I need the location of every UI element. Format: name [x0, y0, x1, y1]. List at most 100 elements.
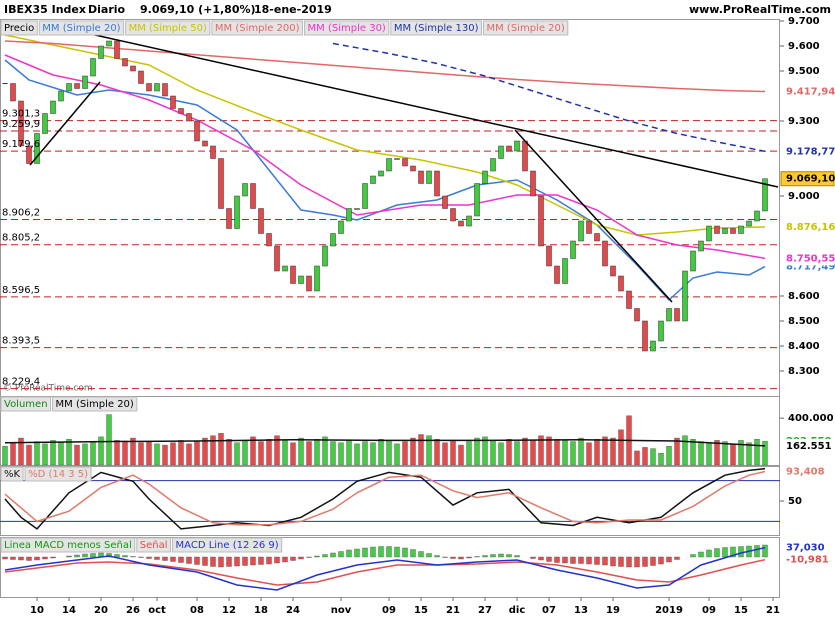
candle — [130, 65, 136, 72]
bar — [130, 437, 136, 466]
line — [4, 558, 766, 586]
line — [4, 34, 766, 236]
histogram-bar — [762, 544, 768, 558]
site: www.ProRealTime.com — [689, 3, 831, 16]
bar — [322, 436, 328, 466]
candle — [618, 275, 624, 292]
x-tick-label: 08 — [190, 605, 204, 616]
bar — [602, 436, 608, 466]
x-tick-label: oct — [148, 605, 166, 616]
legend-bg — [483, 20, 569, 36]
bar — [338, 442, 344, 466]
y-tick-label: 9.600 — [788, 41, 820, 52]
histogram-bar — [738, 546, 744, 558]
candle — [154, 83, 160, 92]
legend-bg — [304, 20, 390, 36]
histogram-bar — [410, 549, 416, 558]
candle — [442, 195, 448, 209]
histogram-bar — [386, 546, 392, 558]
candle — [538, 195, 544, 247]
x-tick-label: 2019 — [655, 605, 683, 616]
candle — [290, 265, 296, 284]
histogram-bar — [82, 553, 88, 558]
candle — [162, 83, 168, 97]
bar — [58, 442, 64, 466]
candle — [626, 290, 632, 309]
candle — [234, 195, 240, 229]
histogram-bar — [722, 547, 728, 558]
x-tick-label: 09 — [382, 605, 396, 616]
candle — [194, 120, 200, 142]
volume-panel — [0, 396, 780, 466]
candle — [682, 270, 688, 322]
bar — [522, 437, 528, 466]
content — [0, 20, 784, 601]
legend-bg — [0, 396, 52, 412]
candle — [98, 45, 104, 59]
histogram-bar — [362, 547, 368, 558]
x-tick-label: 13 — [574, 605, 588, 616]
bar — [466, 441, 472, 466]
histogram-bar — [674, 556, 680, 560]
candle — [82, 75, 88, 89]
bar — [90, 441, 96, 466]
bar — [642, 447, 648, 466]
level-label: 8.906,2 — [2, 207, 40, 218]
candle — [706, 225, 712, 242]
histogram-bar — [138, 556, 144, 558]
legend-bg — [172, 537, 283, 553]
line — [332, 42, 766, 153]
line — [4, 546, 766, 591]
bar — [658, 453, 664, 466]
bar — [162, 444, 168, 466]
bar — [298, 437, 304, 466]
bar — [194, 441, 200, 466]
candle — [18, 100, 24, 147]
value-label: 9.178,77 — [786, 146, 835, 157]
trend-line — [29, 81, 101, 166]
histogram-bar — [586, 556, 592, 565]
histogram-bar — [354, 548, 360, 558]
candle — [450, 208, 456, 222]
trend-lines — [29, 34, 779, 303]
value-box — [781, 540, 834, 555]
level-label: 8.393,5 — [2, 336, 40, 347]
histogram-bar — [530, 556, 536, 559]
histogram-bar — [306, 556, 312, 558]
legend-entry: MM (Simple 50) — [129, 23, 207, 34]
candle — [322, 245, 328, 267]
histogram-bar — [170, 556, 176, 562]
bar — [586, 442, 592, 466]
candle — [738, 225, 744, 234]
bar — [346, 440, 352, 466]
level-label: 8.805,2 — [2, 233, 40, 244]
candle — [338, 220, 344, 234]
candle — [74, 83, 80, 89]
histogram-bar — [330, 552, 336, 558]
histogram-bar — [730, 546, 736, 558]
histogram-bar — [378, 546, 384, 558]
candle — [50, 100, 56, 114]
bar — [226, 439, 232, 466]
histogram-bar — [626, 556, 632, 568]
bar — [730, 443, 736, 466]
histogram-bar — [178, 556, 184, 563]
histogram-bar — [442, 556, 448, 558]
value-box — [781, 84, 834, 99]
bar — [290, 442, 296, 466]
candle — [370, 175, 376, 184]
x-tick-label: 14 — [62, 605, 76, 616]
legend-bg — [0, 537, 136, 553]
histogram-bar — [226, 556, 232, 567]
value-box — [781, 552, 834, 567]
bar — [698, 441, 704, 466]
candle — [378, 170, 384, 177]
legend-entry: MM (Simple 20) — [56, 399, 134, 410]
bar — [682, 435, 688, 466]
bar — [330, 441, 336, 466]
bar — [210, 435, 216, 466]
histogram-bar — [610, 556, 616, 567]
candle — [474, 183, 480, 217]
candle — [58, 90, 64, 102]
candle — [722, 228, 728, 234]
